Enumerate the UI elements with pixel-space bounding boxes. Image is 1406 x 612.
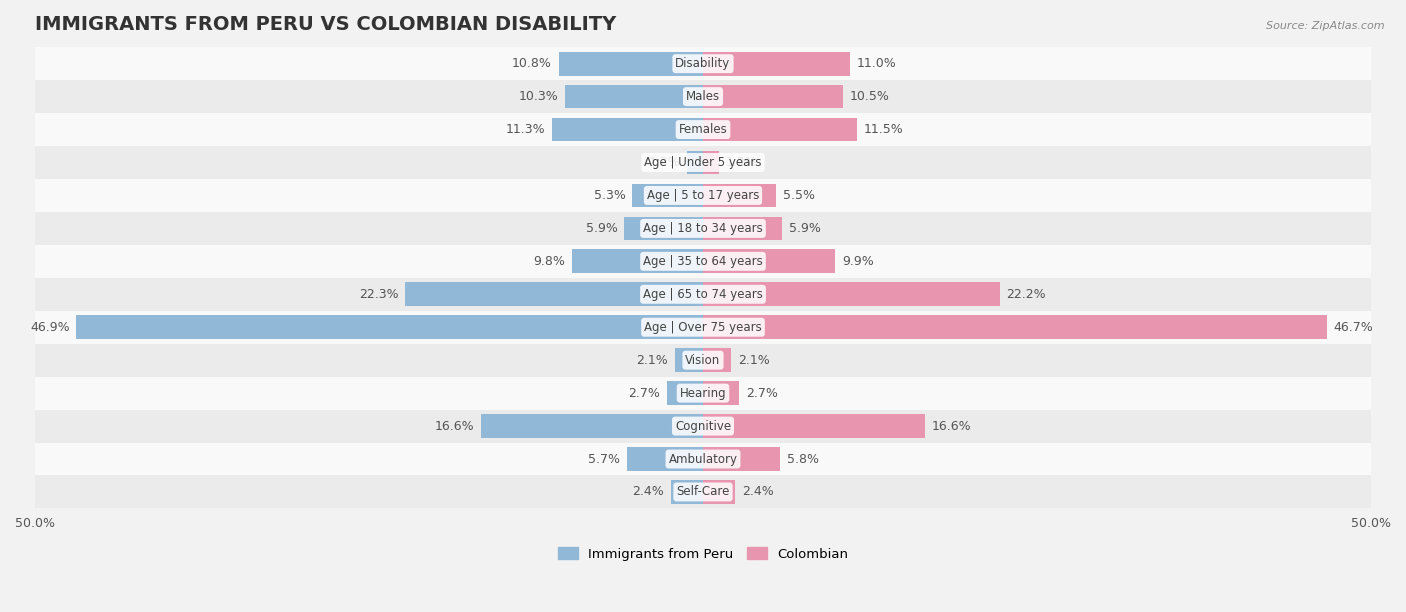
Text: 22.3%: 22.3% (359, 288, 398, 300)
Bar (481, 414, 703, 438)
Legend: Immigrants from Peru, Colombian: Immigrants from Peru, Colombian (553, 542, 853, 566)
Bar (703, 250, 835, 273)
Bar (572, 250, 703, 273)
Text: 10.3%: 10.3% (519, 90, 558, 103)
Bar (703, 84, 844, 108)
Bar (35, 113, 1371, 146)
Bar (624, 217, 703, 241)
Text: Hearing: Hearing (679, 387, 727, 400)
Bar (703, 480, 735, 504)
Bar (703, 282, 1000, 306)
Bar (76, 315, 703, 339)
Text: Age | 5 to 17 years: Age | 5 to 17 years (647, 189, 759, 202)
Text: 2.4%: 2.4% (633, 485, 664, 498)
Text: 16.6%: 16.6% (931, 420, 972, 433)
Text: 11.0%: 11.0% (856, 57, 897, 70)
Text: Self-Care: Self-Care (676, 485, 730, 498)
Bar (703, 217, 782, 241)
Bar (558, 52, 703, 75)
Bar (703, 52, 851, 75)
Text: Males: Males (686, 90, 720, 103)
Text: Source: ZipAtlas.com: Source: ZipAtlas.com (1267, 21, 1385, 31)
Text: Ambulatory: Ambulatory (668, 452, 738, 466)
Bar (35, 311, 1371, 344)
Text: 5.9%: 5.9% (586, 222, 617, 235)
Bar (703, 348, 731, 372)
Bar (35, 409, 1371, 442)
Text: Cognitive: Cognitive (675, 420, 731, 433)
Bar (553, 118, 703, 141)
Text: 5.7%: 5.7% (588, 452, 620, 466)
Text: 46.9%: 46.9% (30, 321, 70, 334)
Bar (35, 245, 1371, 278)
Text: 2.4%: 2.4% (742, 485, 773, 498)
Bar (666, 381, 703, 405)
Bar (703, 414, 925, 438)
Text: Vision: Vision (685, 354, 721, 367)
Bar (703, 151, 718, 174)
Bar (35, 179, 1371, 212)
Text: 9.9%: 9.9% (842, 255, 873, 268)
Text: 46.7%: 46.7% (1334, 321, 1374, 334)
Text: 10.5%: 10.5% (851, 90, 890, 103)
Bar (703, 184, 776, 207)
Bar (35, 212, 1371, 245)
Text: Age | 65 to 74 years: Age | 65 to 74 years (643, 288, 763, 300)
Text: Disability: Disability (675, 57, 731, 70)
Bar (35, 376, 1371, 409)
Bar (35, 47, 1371, 80)
Text: 5.9%: 5.9% (789, 222, 820, 235)
Text: Females: Females (679, 123, 727, 136)
Text: 1.2%: 1.2% (648, 156, 681, 169)
Text: 2.1%: 2.1% (637, 354, 668, 367)
Text: 5.8%: 5.8% (787, 452, 820, 466)
Bar (35, 476, 1371, 509)
Text: 9.8%: 9.8% (533, 255, 565, 268)
Text: 10.8%: 10.8% (512, 57, 553, 70)
Text: 11.5%: 11.5% (863, 123, 903, 136)
Text: 5.5%: 5.5% (783, 189, 815, 202)
Bar (35, 344, 1371, 376)
Bar (703, 381, 740, 405)
Text: 11.3%: 11.3% (506, 123, 546, 136)
Text: 1.2%: 1.2% (725, 156, 758, 169)
Text: Age | Over 75 years: Age | Over 75 years (644, 321, 762, 334)
Bar (35, 146, 1371, 179)
Bar (671, 480, 703, 504)
Text: 5.3%: 5.3% (593, 189, 626, 202)
Text: IMMIGRANTS FROM PERU VS COLOMBIAN DISABILITY: IMMIGRANTS FROM PERU VS COLOMBIAN DISABI… (35, 15, 616, 34)
Text: Age | 18 to 34 years: Age | 18 to 34 years (643, 222, 763, 235)
Bar (35, 278, 1371, 311)
Text: 16.6%: 16.6% (434, 420, 475, 433)
Bar (35, 442, 1371, 476)
Text: 2.7%: 2.7% (745, 387, 778, 400)
Bar (633, 184, 703, 207)
Bar (703, 118, 856, 141)
Text: 22.2%: 22.2% (1007, 288, 1046, 300)
Bar (35, 80, 1371, 113)
Bar (688, 151, 703, 174)
Bar (627, 447, 703, 471)
Text: Age | Under 5 years: Age | Under 5 years (644, 156, 762, 169)
Bar (703, 315, 1327, 339)
Bar (675, 348, 703, 372)
Text: 2.7%: 2.7% (628, 387, 661, 400)
Bar (405, 282, 703, 306)
Bar (565, 84, 703, 108)
Bar (703, 447, 780, 471)
Text: Age | 35 to 64 years: Age | 35 to 64 years (643, 255, 763, 268)
Text: 2.1%: 2.1% (738, 354, 769, 367)
